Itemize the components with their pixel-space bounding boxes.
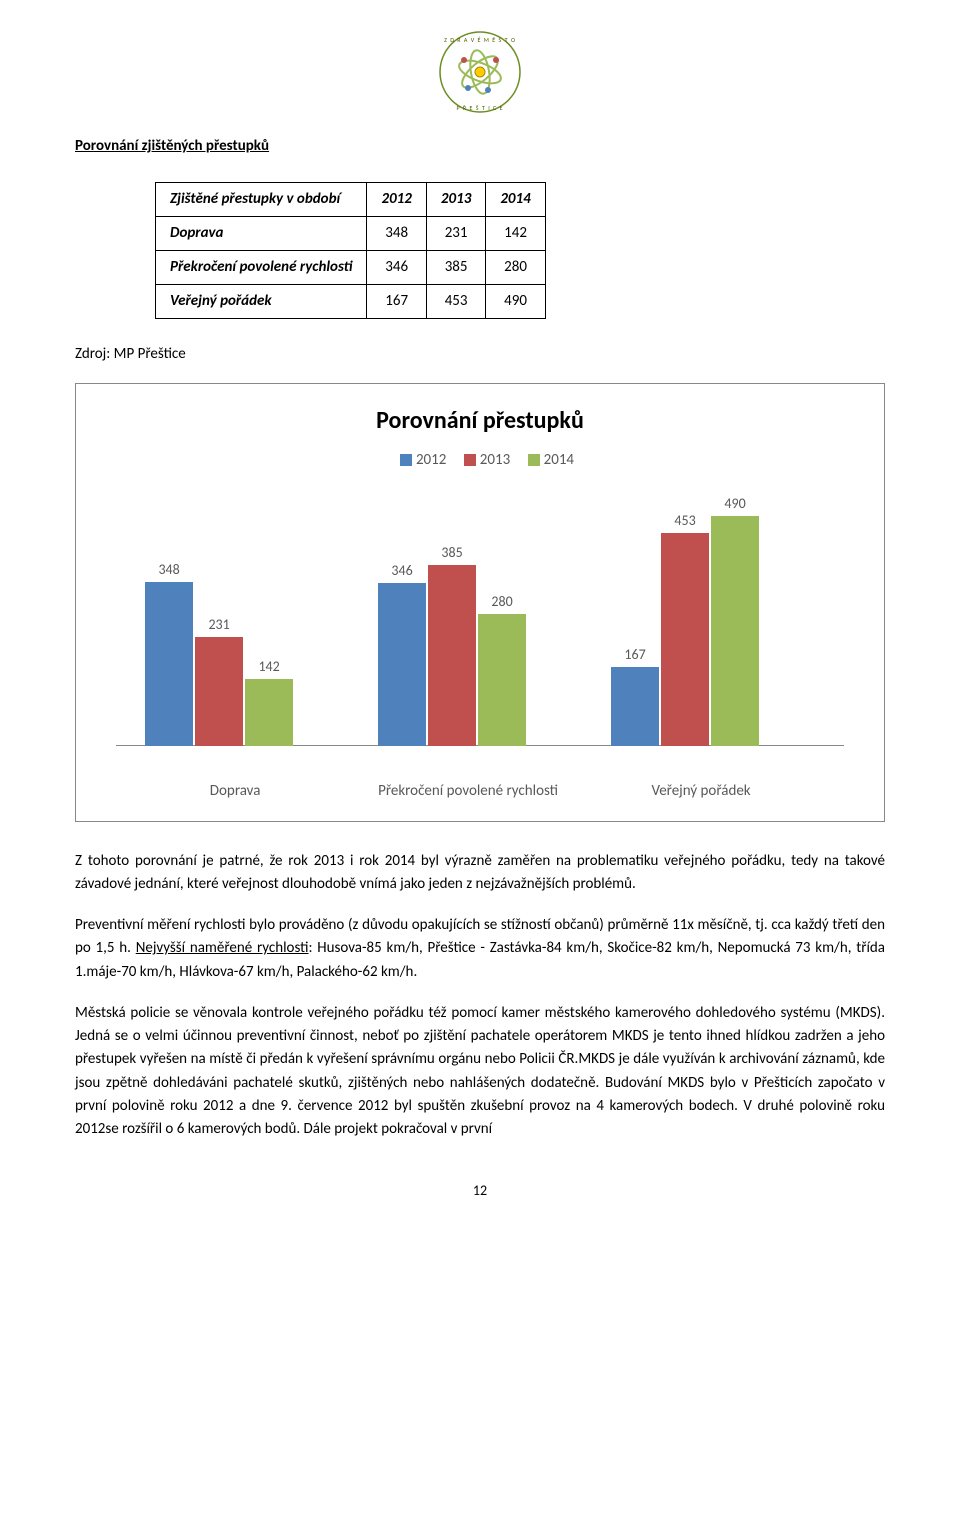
svg-text:Z D R A V É M Ě S T O: Z D R A V É M Ě S T O [444,36,516,44]
cell-value: 280 [486,251,545,285]
legend-swatch-icon [464,454,476,466]
table-row: Doprava 348 231 142 [156,217,546,251]
chart-bar: 231 [195,637,243,745]
chart-bar: 490 [711,516,759,746]
legend-label: 2014 [544,451,574,469]
legend-swatch-icon [400,454,412,466]
header-label: Zjištěné přestupky v období [156,183,367,217]
chart-bar: 346 [378,583,426,745]
chart-title: Porovnání přestupků [96,404,864,438]
chart-bar: 453 [661,533,709,746]
cell-value: 231 [426,217,485,251]
chart-plot-area: 348231142Doprava346385280Překročení povo… [116,501,844,811]
cell-value: 490 [486,285,545,319]
legend-label: 2013 [480,451,510,469]
svg-text:P Ř E Š T I C E: P Ř E Š T I C E [456,104,503,112]
source-line: Zdroj: MP Přeštice [75,344,885,365]
cell-value: 453 [426,285,485,319]
underlined-text: Nejvyšší naměřené rychlosti [136,939,309,957]
bar-value-label: 453 [674,511,695,531]
bar-value-label: 280 [491,592,512,612]
bar-group: 167453490 [611,516,791,746]
chart-legend: 2012 2013 2014 [96,450,864,471]
chart-bar: 167 [611,667,659,745]
page-number: 12 [75,1181,885,1201]
table-header-row: Zjištěné přestupky v období 2012 2013 20… [156,183,546,217]
cell-value: 385 [426,251,485,285]
category-label: Veřejný pořádek [611,782,791,801]
bar-value-label: 346 [391,561,412,581]
row-label: Doprava [156,217,367,251]
city-logo-icon: Z D R A V É M Ě S T O P Ř E Š T I C E [438,30,522,114]
row-label: Veřejný pořádek [156,285,367,319]
cell-value: 142 [486,217,545,251]
section-title: Porovnání zjištěných přestupků [75,136,885,157]
table-row: Veřejný pořádek 167 453 490 [156,285,546,319]
bar-value-label: 490 [724,494,745,514]
chart-bar: 385 [428,565,476,746]
legend-label: 2012 [416,451,446,469]
chart-bar: 142 [245,679,293,746]
row-label: Překročení povolené rychlosti [156,251,367,285]
cell-value: 346 [367,251,426,285]
category-label: Překročení povolené rychlosti [378,782,558,801]
bar-value-label: 348 [158,560,179,580]
header-year: 2013 [426,183,485,217]
header-year: 2014 [486,183,545,217]
offences-table: Zjištěné přestupky v období 2012 2013 20… [155,182,546,319]
table-row: Překročení povolené rychlosti 346 385 28… [156,251,546,285]
chart-bar: 348 [145,582,193,745]
chart-bar: 280 [478,614,526,745]
bar-value-label: 167 [624,645,645,665]
bar-value-label: 142 [258,657,279,677]
legend-swatch-icon [528,454,540,466]
bar-group: 346385280 [378,565,558,746]
bar-value-label: 231 [208,615,229,635]
header-logo: Z D R A V É M Ě S T O P Ř E Š T I C E [75,30,885,121]
category-label: Doprava [145,782,325,801]
bar-value-label: 385 [441,543,462,563]
body-paragraph: Městská policie se věnovala kontrole veř… [75,1002,885,1142]
body-paragraph: Preventivní měření rychlosti bylo provád… [75,914,885,984]
cell-value: 167 [367,285,426,319]
comparison-chart: Porovnání přestupků 2012 2013 2014 34823… [75,383,885,822]
offences-table-wrap: Zjištěné přestupky v období 2012 2013 20… [155,182,885,319]
bar-group: 348231142 [145,582,325,745]
body-paragraph: Z tohoto porovnání je patrné, že rok 201… [75,850,885,897]
header-year: 2012 [367,183,426,217]
cell-value: 348 [367,217,426,251]
